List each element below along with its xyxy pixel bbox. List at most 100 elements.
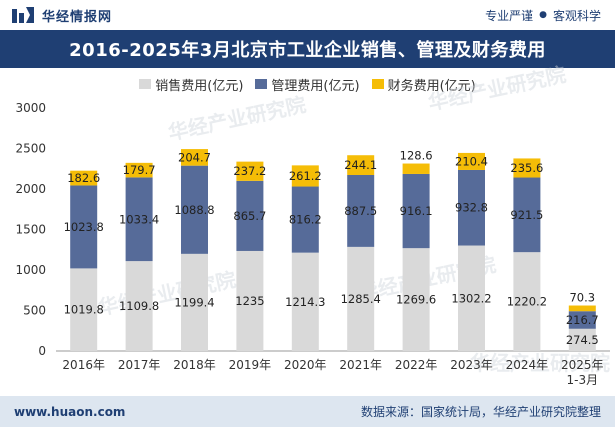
bar-2-4 (291, 165, 319, 187)
y-tick-label-6: 3000 (15, 101, 46, 115)
x-tick-label-4-0: 2020年 (284, 358, 327, 372)
legend-label-1: 管理费用(亿元) (271, 78, 360, 94)
data-label-1-8: 921.5 (510, 208, 543, 222)
footer-source: 数据来源：国家统计局，华经产业研究院整理 (360, 405, 601, 419)
bar-1-9 (568, 311, 596, 329)
bar-1-8 (513, 177, 541, 253)
bar-2-0 (70, 170, 98, 186)
tagline-right: 客观科学 (552, 8, 601, 23)
legend-item-2: 财务费用(亿元) (371, 75, 476, 94)
y-tick-label-5: 2500 (15, 142, 46, 156)
legend-label-2: 财务费用(亿元) (387, 78, 476, 94)
legend-swatch-2 (371, 79, 384, 89)
data-label-0-3: 1235 (235, 294, 264, 308)
legend-label-0: 销售费用(亿元) (155, 78, 244, 94)
bar-2-7 (458, 152, 485, 170)
bar-2-8 (513, 158, 541, 178)
watermark-text-0: 华经产业研究院 (96, 267, 238, 320)
data-label-0-2: 1199.4 (174, 295, 214, 309)
y-tick-label-0: 0 (38, 344, 46, 358)
bar-0-0 (70, 268, 98, 351)
footer-bar: www.huaon.com 数据来源：国家统计局，华经产业研究院整理 (0, 396, 615, 427)
data-label-2-6: 128.6 (400, 149, 433, 163)
data-label-2-3: 237.2 (233, 164, 266, 178)
y-tick-label-3: 1500 (15, 223, 46, 237)
data-label-2-1: 179.7 (123, 163, 156, 177)
bar-2-3 (236, 161, 264, 181)
data-label-2-0: 182.6 (67, 171, 100, 185)
y-tick-label-1: 500 (23, 304, 46, 318)
bar-1-2 (181, 165, 208, 254)
data-label-0-0: 1019.8 (64, 303, 104, 317)
data-label-0-4: 1214.3 (285, 295, 325, 309)
data-label-2-2: 204.7 (178, 150, 211, 164)
x-tick-label-9-0: 2025年 (561, 358, 604, 372)
data-label-0-6: 1269.6 (396, 293, 436, 307)
x-tick-label-8-0: 2024年 (506, 358, 549, 372)
bar-0-2 (181, 253, 208, 351)
x-tick-label-0-0: 2016年 (62, 358, 105, 372)
x-tick-label-9-1: 1-3月 (566, 373, 598, 387)
data-label-1-3: 865.7 (233, 209, 266, 223)
data-label-1-1: 1033.4 (119, 212, 159, 226)
bar-1-3 (236, 180, 264, 251)
data-label-1-4: 816.2 (289, 213, 322, 227)
chart-title: 2016-2025年3月北京市工业企业销售、管理及财务费用 (69, 40, 546, 61)
data-label-1-7: 932.8 (455, 201, 488, 215)
y-tick-label-2: 1000 (15, 263, 46, 277)
x-tick-label-2-0: 2018年 (173, 358, 216, 372)
x-tick-label-3-0: 2019年 (229, 358, 272, 372)
bar-0-3 (236, 250, 264, 351)
data-label-2-5: 244.1 (344, 158, 377, 172)
bar-1-6 (402, 173, 430, 249)
bar-0-6 (402, 248, 430, 351)
footer-url: www.huaon.com (14, 404, 126, 419)
x-tick-label-5-0: 2021年 (339, 358, 382, 372)
bar-1-0 (70, 185, 98, 269)
data-label-2-9: 70.3 (569, 291, 595, 305)
data-label-1-2: 1088.8 (174, 203, 214, 217)
watermark-text-3: 华经产业研究院 (166, 92, 308, 145)
y-tick-label-4: 2000 (15, 182, 46, 196)
legend-item-0: 销售费用(亿元) (139, 75, 243, 94)
legend-swatch-0 (139, 79, 152, 89)
data-label-1-0: 1023.8 (64, 220, 104, 234)
bar-2-9 (568, 305, 596, 312)
data-label-2-8: 235.6 (510, 161, 543, 175)
bar-2-2 (181, 149, 208, 166)
data-label-0-9: 274.5 (566, 333, 599, 347)
data-label-2-7: 210.4 (455, 154, 488, 168)
bar-2-5 (347, 155, 375, 175)
bar-0-1 (125, 261, 153, 351)
watermark-text-2: 华经产业研究院 (426, 62, 568, 115)
legend-swatch-1 (255, 79, 268, 89)
chart-legend: 销售费用(亿元) 管理费用(亿元) 财务费用(亿元) (0, 74, 615, 94)
data-label-1-6: 916.1 (400, 204, 433, 218)
watermark-text-4: 华经产业研究院 (470, 351, 610, 375)
x-tick-label-7-0: 2023年 (450, 358, 493, 372)
bar-1-5 (347, 174, 375, 247)
bar-1-1 (125, 177, 153, 262)
bar-0-5 (347, 246, 375, 351)
bar-2-6 (402, 163, 430, 174)
brand-name: 华经情报网 (42, 9, 113, 25)
stacked-bar-chart: 华经产业研究院华经产业研究院华经产业研究院华经产业研究院华经产业研究院05001… (15, 62, 610, 387)
tagline: 专业严谨 ● 客观科学 (485, 7, 601, 24)
bar-2-1 (125, 162, 153, 178)
bar-1-7 (458, 169, 485, 246)
legend-item-1: 管理费用(亿元) (255, 75, 360, 94)
bar-0-8 (513, 252, 541, 351)
top-bar: 华经情报网 专业严谨 ● 客观科学 (0, 0, 615, 30)
bar-0-7 (458, 245, 485, 351)
bar-0-9 (568, 328, 596, 351)
data-label-1-9: 216.7 (566, 313, 599, 327)
data-label-1-5: 887.5 (344, 204, 377, 218)
data-label-0-5: 1285.4 (341, 292, 381, 306)
data-label-0-7: 1302.2 (451, 291, 491, 305)
tagline-separator-dot-icon: ● (539, 10, 547, 20)
bar-0-4 (291, 252, 319, 351)
data-label-0-1: 1109.8 (119, 299, 159, 313)
x-tick-label-1-0: 2017年 (118, 358, 161, 372)
tagline-left: 专业严谨 (485, 8, 534, 23)
data-label-0-8: 1220.2 (507, 295, 547, 309)
